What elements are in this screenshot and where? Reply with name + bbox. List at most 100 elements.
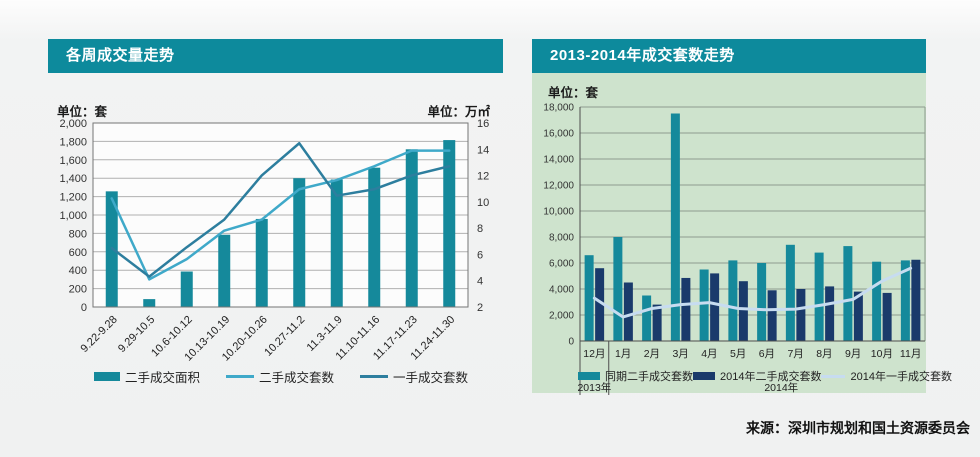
left-chart-legend: 二手成交面积 二手成交套数 一手成交套数 (93, 367, 468, 386)
plot-border (92, 122, 469, 308)
y-axis-tick: 16,000 (543, 129, 574, 140)
bar-swatch-icon (578, 372, 600, 380)
legend-label: 一手成交套数 (393, 371, 469, 385)
bar-同期二手成交套数-6月 (757, 263, 767, 341)
bar-2014年二手成交套数-11月 (911, 259, 921, 341)
source-note: 来源：深圳市规划和国土资源委员会 (746, 420, 970, 436)
y-axis-tick: 14,000 (543, 155, 574, 166)
y-axis-right-tick: 16 (477, 118, 489, 130)
bar-9.29-10.5 (143, 299, 156, 307)
x-axis-label: 10.27-11.2 (262, 314, 307, 359)
y-axis-right-tick: 10 (477, 197, 489, 209)
year-label-2014: 2014年 (764, 381, 798, 394)
line-swatch-icon (821, 374, 846, 378)
legend-label: 二手成交面积 (124, 371, 200, 385)
y-axis-left-tick: 1,400 (59, 173, 87, 185)
right-chart-unit: 单位：套 (548, 86, 599, 100)
y-axis-left-tick: 0 (81, 302, 87, 314)
left-chart-header: 各周成交量走势 (48, 39, 503, 73)
month-label: 12月 (583, 348, 605, 360)
y-axis-tick: 10,000 (543, 207, 574, 218)
bar-同期二手成交套数-1月 (613, 237, 623, 341)
y-axis-right-tick: 8 (477, 223, 483, 235)
year-label-2013: 2013年 (577, 381, 611, 394)
legend-label: 2014年一手成交套数 (850, 371, 952, 383)
bar-11.17-11.23 (405, 149, 418, 307)
left-chart-title: 各周成交量走势 (66, 47, 175, 64)
right-chart-legend: 同期二手成交套数 2014年二手成交套数 2014年一手成交套数 (578, 368, 952, 384)
right-chart-header: 2013-2014年成交套数走势 (532, 39, 926, 73)
legend-item-prevyear-secondhand: 同期二手成交套数 (578, 368, 693, 384)
bar-10.27-11.2 (293, 178, 306, 307)
y-axis-left-tick: 1,600 (59, 155, 87, 167)
y-axis-tick: 8,000 (549, 233, 574, 244)
bar-同期二手成交套数-7月 (785, 244, 795, 341)
y-axis-left-tick: 400 (69, 265, 87, 277)
y-axis-left-tick: 1,000 (59, 210, 87, 222)
bar-2014年二手成交套数-12月 (595, 268, 605, 341)
y-axis-tick: 0 (568, 337, 574, 348)
y-axis-tick: 6,000 (549, 259, 574, 270)
month-label: 9月 (845, 348, 861, 360)
right-chart-title: 2013-2014年成交套数走势 (550, 47, 735, 64)
bar-同期二手成交套数-8月 (814, 252, 824, 341)
bar-同期二手成交套数-5月 (728, 260, 738, 341)
month-label: 3月 (672, 348, 688, 360)
month-label: 1月 (615, 348, 631, 360)
y-axis-right-tick: 6 (477, 249, 483, 261)
legend-label: 二手成交套数 (259, 371, 335, 385)
y-axis-tick: 12,000 (543, 181, 574, 192)
bar-11.10-11.16 (368, 167, 381, 307)
y-axis-tick: 4,000 (549, 285, 574, 296)
bar-同期二手成交套数-4月 (699, 269, 709, 341)
bar-同期二手成交套数-3月 (670, 113, 680, 341)
bar-2014年二手成交套数-5月 (738, 281, 748, 341)
month-label: 10月 (871, 348, 893, 360)
month-label: 5月 (730, 348, 746, 360)
y-axis-left-tick: 800 (69, 228, 87, 240)
legend-label: 2014年二手成交套数 (720, 371, 822, 383)
legend-item-2014-firsthand: 2014年一手成交套数 (821, 368, 952, 384)
bar-同期二手成交套数-9月 (843, 246, 853, 341)
month-label: 4月 (701, 348, 717, 360)
bar-swatch-icon (693, 372, 715, 380)
y-axis-right-tick: 14 (477, 144, 489, 156)
bar-10.13-10.19 (218, 234, 231, 307)
bar-2014年二手成交套数-7月 (796, 289, 806, 341)
y-axis-left-tick: 600 (69, 247, 87, 259)
left-chart-plot: 2,000 1,800 1,600 1,400 1,200 1,000 800 600 400 2… (59, 118, 489, 364)
legend-item-firsthand-units: 一手成交套数 (360, 367, 468, 386)
month-label: 2月 (644, 348, 660, 360)
bar-2014年二手成交套数-6月 (767, 290, 777, 341)
bar-11.24-11.30 (443, 140, 456, 307)
legend-item-secondhand-units: 二手成交套数 (226, 367, 334, 386)
line-swatch-icon (360, 375, 389, 378)
bar-2014年二手成交套数-8月 (825, 286, 835, 341)
bar-11.3-11.9 (330, 179, 343, 307)
bar-2014年二手成交套数-4月 (710, 273, 720, 341)
month-label: 8月 (816, 348, 832, 360)
bar-2014年二手成交套数-1月 (623, 282, 633, 341)
line-二手成交套数 (110, 149, 451, 281)
bar-2014年二手成交套数-2月 (652, 304, 662, 341)
left-chart-unit-right: 单位：万㎡ (427, 105, 490, 119)
y-axis-left-tick: 2,000 (59, 118, 87, 130)
left-chart-unit-left: 单位：套 (57, 105, 108, 119)
legend-label: 同期二手成交套数 (605, 371, 693, 383)
x-axis-label: 9.22-9.28 (79, 314, 120, 355)
legend-item-secondhand-area: 二手成交面积 (93, 367, 200, 386)
y-axis-right-tick: 2 (477, 302, 483, 314)
bar-同期二手成交套数-11月 (900, 260, 910, 341)
month-label: 11月 (900, 348, 921, 360)
legend-item-2014-secondhand: 2014年二手成交套数 (693, 368, 821, 384)
line-swatch-icon (226, 375, 254, 378)
y-axis-tick: 2,000 (549, 311, 574, 322)
bar-10.20-10.26 (255, 218, 268, 307)
line-2014年一手成交套数 (592, 266, 913, 319)
y-axis-left-tick: 1,800 (59, 136, 87, 148)
y-axis-left-tick: 200 (69, 284, 87, 296)
y-axis-right-tick: 12 (477, 171, 489, 183)
bar-2014年二手成交套数-3月 (681, 277, 691, 341)
right-chart-plot: 18,000 16,000 14,000 12,000 10,000 8,000 6,000… (543, 103, 926, 395)
